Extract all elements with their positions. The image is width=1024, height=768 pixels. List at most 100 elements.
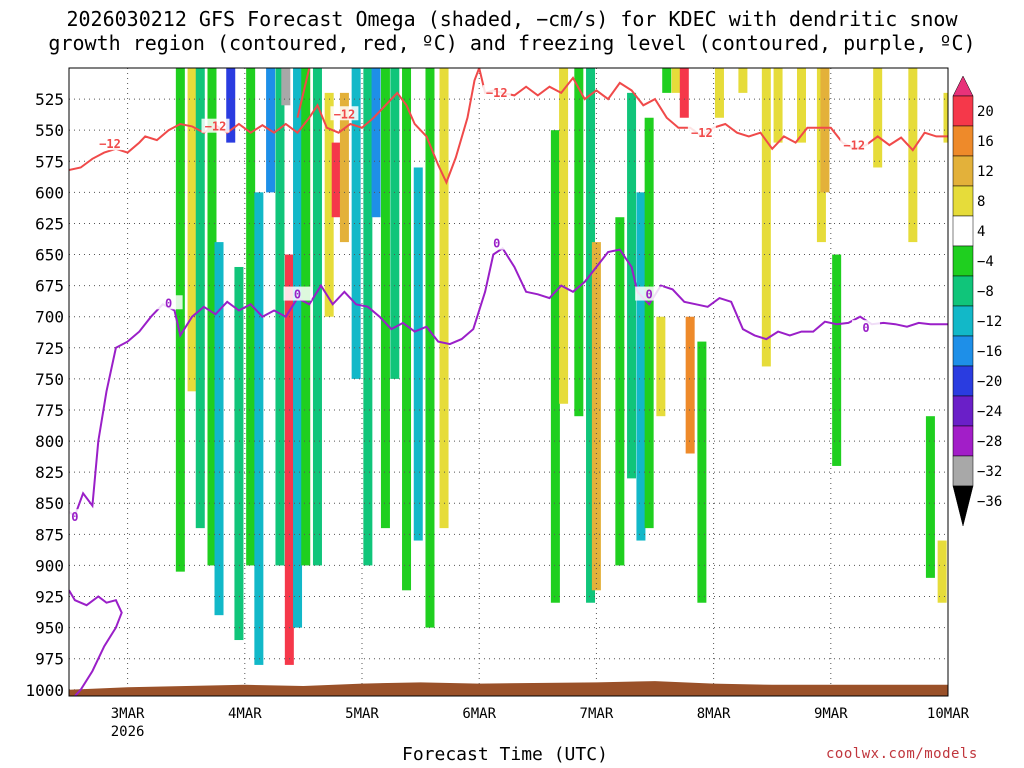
- omega-cell: [559, 68, 569, 404]
- omega-cell: [226, 68, 236, 143]
- omega-cell: [284, 254, 294, 665]
- omega-cell: [339, 92, 349, 243]
- y-tick-label: 875: [35, 525, 64, 544]
- omega-cell: [738, 68, 748, 93]
- contour-label-bg: [851, 320, 880, 335]
- omega-cell: [627, 92, 637, 479]
- colorbar-swatch: [952, 455, 974, 487]
- omega-cell: [380, 68, 390, 529]
- dgz-contour: [296, 68, 311, 118]
- omega-cell: [312, 68, 322, 566]
- contour-label-bg: [201, 118, 230, 133]
- colorbar-tick-label: 12: [977, 164, 994, 180]
- contour-label-bg: [687, 124, 716, 139]
- colorbar-arrow-bottom: [952, 485, 974, 527]
- colorbar-swatch: [952, 215, 974, 247]
- y-tick-label: 650: [35, 246, 64, 265]
- omega-cell: [371, 68, 381, 218]
- x-tick-label: 8MAR: [697, 706, 731, 722]
- contour-label-bg: [482, 235, 511, 250]
- y-tick-label: 1000: [25, 681, 64, 700]
- omega-cell: [187, 68, 197, 392]
- y-tick-label: 550: [35, 121, 64, 140]
- y-tick-label: 925: [35, 588, 64, 607]
- colorbar: 20 16 12 8 4 −4 −8 −12 −16 −20 −24 −28 −32 −36: [952, 75, 1002, 527]
- colorbar-tick-label: −36: [977, 494, 1002, 510]
- contours: −12 −12 −12 −12 −12 −12 0 0 0 0 0 0: [69, 68, 948, 696]
- y-tick-label: 950: [35, 619, 64, 638]
- y-tick-label: 975: [35, 650, 64, 669]
- contour-label-bg: [330, 106, 359, 121]
- omega-cell: [234, 266, 244, 641]
- omega-cell: [656, 316, 666, 417]
- contour-label: −12: [486, 86, 508, 100]
- chart-title-line-1: 2026030212 GFS Forecast Omega (shaded, −…: [66, 7, 958, 31]
- colorbar-tick-label: −28: [977, 434, 1002, 450]
- omega-cell: [679, 68, 689, 118]
- omega-shading: [175, 68, 948, 665]
- colorbar-swatch: [952, 305, 974, 337]
- y-tick-label: 600: [35, 183, 64, 202]
- freezing-level-contour: [69, 246, 948, 518]
- contour-label-bg: [154, 295, 183, 310]
- omega-cell: [301, 68, 311, 566]
- colorbar-tick-label: 20: [977, 104, 994, 120]
- ground-surface: [69, 681, 948, 696]
- credit-link[interactable]: coolwx.com/models: [826, 746, 978, 762]
- y-tick-label: 700: [35, 308, 64, 327]
- omega-cell: [363, 68, 373, 566]
- omega-cell: [324, 92, 334, 317]
- omega-cell: [943, 92, 948, 143]
- omega-cell: [714, 68, 724, 118]
- x-tick-year: 2026: [111, 724, 145, 740]
- colorbar-swatch: [952, 95, 974, 127]
- x-tick-label: 5MAR: [345, 706, 379, 722]
- omega-cell: [439, 68, 449, 529]
- omega-cell: [832, 254, 842, 466]
- y-tick-label: 625: [35, 214, 64, 233]
- y-tick-label: 575: [35, 152, 64, 171]
- x-tick-label: 6MAR: [462, 706, 496, 722]
- contour-label: 0: [165, 296, 172, 310]
- omega-cell: [685, 316, 695, 454]
- contour-label: 0: [646, 288, 653, 302]
- colorbar-swatch: [952, 335, 974, 367]
- colorbar-tick-label: −16: [977, 344, 1002, 360]
- y-tick-label: 900: [35, 556, 64, 575]
- freezing-level-contour: [69, 589, 123, 696]
- colorbar-swatch: [952, 365, 974, 397]
- colorbar-swatch: [952, 185, 974, 217]
- contour-label-bg: [96, 136, 125, 151]
- x-axis-label: Forecast Time (UTC): [402, 744, 608, 765]
- axes: 525 550 575 600 625 650 675 700 725 750 775 800 825 8…: [25, 67, 970, 740]
- omega-cell: [175, 68, 185, 572]
- omega-cell: [908, 68, 918, 243]
- omega-cell: [591, 242, 601, 591]
- omega-cell: [331, 142, 341, 218]
- colorbar-swatch: [952, 395, 974, 427]
- omega-cell: [586, 68, 596, 603]
- omega-cell: [615, 217, 625, 566]
- contour-label-bg: [283, 286, 312, 301]
- contour-label: 0: [493, 237, 500, 251]
- omega-cell: [574, 68, 584, 417]
- omega-cell: [773, 68, 783, 143]
- colorbar-tick-label: −4: [977, 254, 994, 270]
- colorbar-tick-label: −32: [977, 464, 1002, 480]
- y-tick-label: 725: [35, 339, 64, 358]
- contour-label: −12: [691, 126, 713, 140]
- colorbar-tick-label: −20: [977, 374, 1002, 390]
- contour-label-bg: [482, 85, 511, 100]
- colorbar-swatch: [952, 155, 974, 187]
- y-tick-label: 525: [35, 90, 64, 109]
- omega-cell: [873, 68, 883, 168]
- colorbar-swatch: [952, 425, 974, 457]
- colorbar-tick-label: 8: [977, 194, 985, 210]
- colorbar-tick-label: 16: [977, 134, 994, 150]
- contour-label: −12: [205, 120, 227, 134]
- y-tick-label: 675: [35, 277, 64, 296]
- x-tick-label: 3MAR: [111, 706, 145, 722]
- colorbar-swatch: [952, 245, 974, 277]
- y-tick-label: 825: [35, 463, 64, 482]
